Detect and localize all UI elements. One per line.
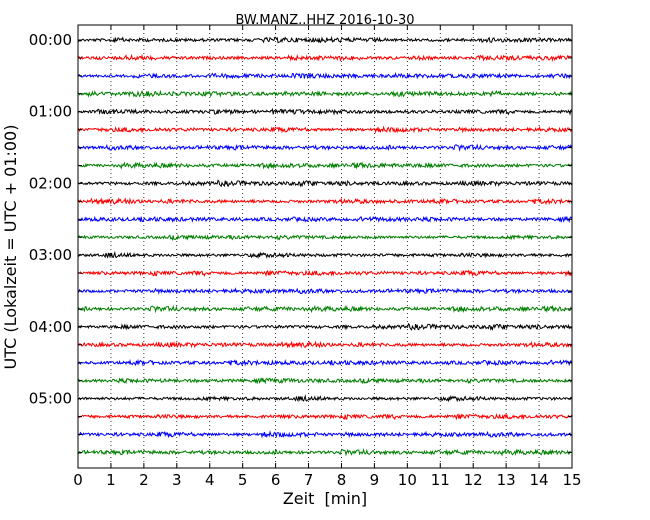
x-tick-label: 9 [370,471,380,489]
seismogram-trace [77,322,572,331]
x-tick-label: 3 [172,471,182,489]
x-tick-label: 0 [73,471,83,489]
seismogram-trace [77,412,573,421]
x-tick-label: 5 [238,471,248,489]
seismogram-trace [77,143,573,152]
y-axis-ticks: 00:00 01:00 02:00 03:00 04:00 05:00 [29,31,572,453]
y-tick-label: 01:00 [29,103,72,121]
y-tick-label: 00:00 [29,31,72,49]
seismogram-trace [77,215,573,224]
x-axis-ticks: 0 1 2 3 4 5 6 7 8 9 10 11 12 13 14 15 [73,25,582,489]
x-tick-label: 8 [337,471,347,489]
x-tick-label: 1 [106,471,116,489]
x-tick-label: 13 [497,471,516,489]
x-axis-label: Zeit [min] [283,489,367,508]
y-tick-label: 04:00 [29,318,72,336]
seismogram-trace [77,71,572,80]
x-tick-label: 12 [464,471,483,489]
y-tick-label: 03:00 [29,246,72,264]
seismogram-trace [77,340,573,349]
seismogram-trace [77,107,572,116]
y-axis-label: UTC (Lokalzeit = UTC + 01:00) [1,125,20,370]
x-tick-label: 15 [562,471,581,489]
x-tick-label: 2 [139,471,149,489]
x-tick-label: 10 [398,471,417,489]
chart-title: BW.MANZ..HHZ 2016-10-30 [235,13,414,28]
seismogram-trace [77,287,572,295]
seismogram-trace [77,304,573,314]
seismogram-trace [77,377,573,385]
plot-frame [77,24,573,469]
seismogram-trace [77,250,572,259]
seismogram-trace [77,161,573,170]
x-tick-label: 14 [530,471,549,489]
seismogram-trace [77,89,573,98]
seismogram-trace [78,53,572,62]
x-tick-label: 11 [431,471,450,489]
x-tick-label: 7 [304,471,314,489]
seismogram-trace [77,448,572,457]
seismogram-trace [77,196,573,206]
seismogram-trace [77,394,572,403]
seismogram-trace [77,358,573,367]
seismogram-traces [77,35,573,457]
seismogram-trace [77,430,572,439]
seismogram-trace [77,35,572,44]
seismogram-trace [77,269,573,278]
x-tick-label: 4 [205,471,215,489]
seismogram-trace [77,233,572,242]
y-tick-label: 02:00 [29,174,72,192]
x-tick-label: 6 [271,471,281,489]
seismogram-trace [77,179,572,188]
seismogram-trace [77,125,573,134]
y-tick-label: 05:00 [29,390,72,408]
